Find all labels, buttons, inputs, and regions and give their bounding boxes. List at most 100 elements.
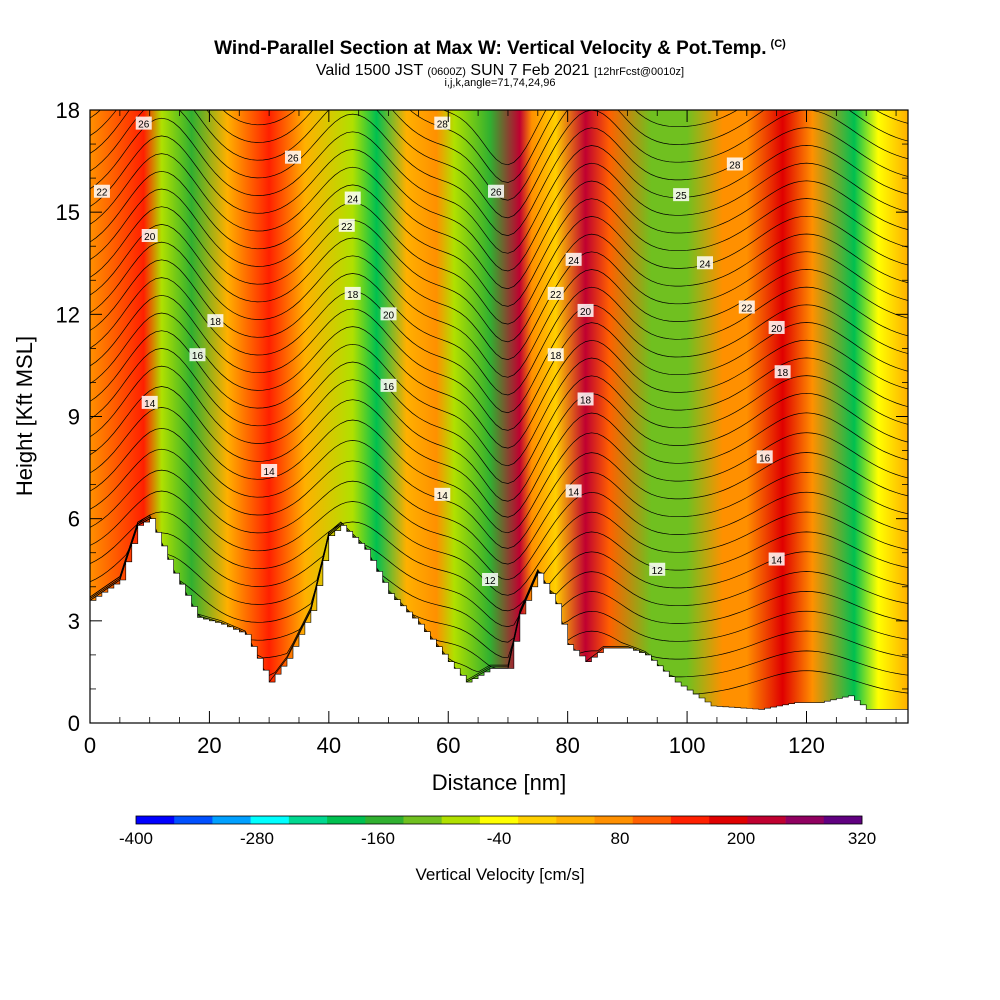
theta-label-text: 28 — [437, 120, 449, 131]
theta-label: 16 — [380, 378, 397, 393]
colorbar-swatch — [403, 816, 442, 824]
colorbar-swatch — [823, 816, 863, 824]
colorbar-swatch — [136, 816, 175, 824]
theta-label: 26 — [285, 150, 302, 165]
theta-contour-line — [90, 348, 908, 484]
theta-label-text: 26 — [138, 120, 150, 131]
theta-label-text: 26 — [287, 154, 299, 165]
theta-label-text: 18 — [777, 368, 789, 379]
x-tick-label: 0 — [84, 733, 96, 758]
colorbar-swatch — [212, 816, 251, 824]
theta-label-text: 16 — [192, 351, 204, 362]
colorbar-tick-label: -160 — [361, 829, 395, 848]
theta-label-text: 14 — [568, 487, 580, 498]
theta-label-text: 16 — [759, 453, 771, 464]
theta-label-text: 20 — [144, 232, 156, 243]
theta-contour-line — [90, 294, 908, 431]
colorbar-tick-label: 200 — [727, 829, 755, 848]
theta-contour-line — [90, 206, 908, 343]
theta-label-bg — [135, 116, 152, 130]
theta-label: 18 — [577, 392, 594, 406]
theta-label: 26 — [488, 184, 505, 199]
theta-label-bg — [380, 307, 397, 321]
theta-label: 24 — [696, 256, 713, 270]
theta-contour-line — [90, 259, 908, 396]
colorbar: -400 -280 -160 -40 80 200 320 — [119, 815, 876, 848]
theta-contour-line — [90, 427, 908, 549]
theta-label: 22 — [338, 218, 355, 233]
colorbar-tick-label: 320 — [848, 829, 876, 848]
theta-label-bg — [768, 552, 785, 566]
theta-label: 22 — [547, 286, 564, 301]
theta-label-text: 24 — [699, 259, 711, 270]
theta-label-text: 18 — [210, 317, 222, 328]
colorbar-tick-label: -400 — [119, 829, 153, 848]
theta-label-bg — [434, 487, 451, 501]
theta-contour-line — [90, 170, 908, 307]
theta-label: 18 — [547, 348, 564, 362]
theta-contour-line — [90, 188, 908, 325]
colorbar-swatch — [250, 816, 290, 824]
theta-label-text: 26 — [490, 188, 502, 199]
y-tick-label: 18 — [56, 98, 80, 123]
theta-label-text: 16 — [383, 382, 395, 393]
colorbar-swatch — [365, 816, 404, 824]
theta-label-bg — [207, 314, 224, 328]
colorbar-swatch — [479, 816, 519, 824]
theta-label: 16 — [189, 348, 206, 362]
theta-label-bg — [285, 150, 302, 164]
theta-label-bg — [338, 218, 355, 232]
colorbar-swatch — [670, 816, 710, 824]
theta-contour-line — [90, 407, 908, 534]
theta-label-bg — [738, 300, 755, 314]
theta-contour-line — [90, 490, 908, 596]
theta-contour-line — [90, 312, 908, 449]
theta-label-text: 18 — [347, 290, 359, 301]
theta-label-bg — [547, 286, 564, 300]
theta-label-bg — [696, 256, 713, 270]
theta-label-bg — [141, 229, 158, 243]
theta-label: 14 — [434, 487, 451, 502]
theta-label-text: 20 — [771, 324, 783, 335]
theta-label-text: 28 — [729, 160, 741, 171]
theta-label: 25 — [673, 188, 690, 202]
theta-contour-line — [90, 224, 908, 360]
theta-label-text: 24 — [568, 256, 580, 267]
theta-label-bg — [577, 392, 594, 406]
theta-label-text: 20 — [383, 310, 395, 321]
theta-label-text: 22 — [550, 290, 562, 301]
theta-label-bg — [344, 286, 361, 300]
colorbar-swatch — [632, 816, 672, 824]
theta-label: 20 — [380, 307, 397, 321]
theta-contour-line — [90, 514, 908, 643]
theta-label: 18 — [774, 365, 791, 379]
theta-label-text: 22 — [96, 188, 108, 199]
theta-contour-line — [90, 277, 908, 414]
x-axis-label: Distance [nm] — [432, 770, 567, 795]
y-tick-label: 9 — [68, 405, 80, 430]
theta-contour-line — [90, 110, 908, 236]
colorbar-swatch — [174, 816, 213, 824]
plot-area: 26 26 28 28 22 24 26 25 22 20 24 24 18 20 22 20 22 20 18 16… — [90, 110, 908, 723]
y-axis-label: Height [Kft MSL] — [12, 336, 37, 496]
x-tick-label: 100 — [669, 733, 706, 758]
theta-contour-line — [90, 514, 908, 673]
theta-contour-line — [90, 110, 908, 219]
colorbar-tick-label: -280 — [240, 829, 274, 848]
theta-label-text: 25 — [676, 191, 688, 202]
y-axis: 0 3 6 9 12 15 18 — [56, 98, 908, 736]
theta-label: 24 — [344, 191, 361, 206]
theta-label-bg — [565, 484, 582, 498]
x-tick-label: 20 — [197, 733, 221, 758]
theta-label: 28 — [726, 157, 743, 171]
theta-label-bg — [93, 184, 110, 198]
velocity-field — [90, 110, 908, 723]
y-tick-label: 0 — [68, 711, 80, 736]
theta-label: 22 — [738, 300, 755, 315]
theta-label-text: 22 — [741, 304, 753, 315]
theta-label: 18 — [207, 314, 224, 328]
theta-contour-line — [90, 516, 908, 659]
theta-label: 14 — [768, 552, 785, 567]
theta-label-bg — [488, 184, 505, 198]
